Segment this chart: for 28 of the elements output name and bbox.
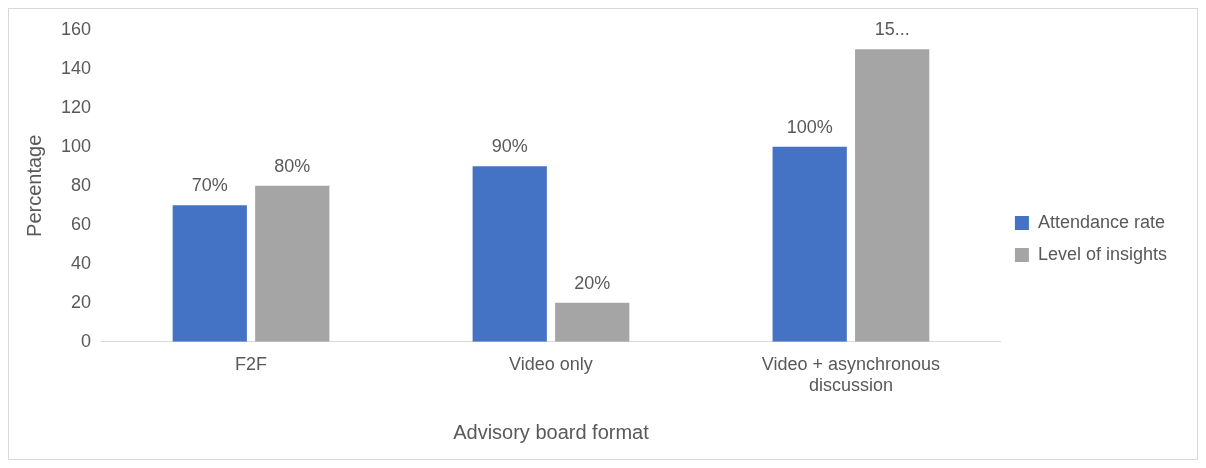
bar [172, 205, 247, 342]
legend-label: Level of insights [1037, 243, 1167, 264]
y-tick-label: 140 [60, 57, 92, 78]
y-tick-label: 100 [60, 135, 92, 156]
y-tick-label: 40 [71, 252, 92, 273]
data-label: 90% [491, 136, 528, 157]
x-tick-label: F2F [235, 353, 268, 374]
y-tick-label: 80 [71, 174, 92, 195]
legend-label: Attendance rate [1037, 211, 1166, 232]
bar [472, 166, 547, 342]
x-tick-label: Video only [509, 353, 593, 374]
y-tick-label: 160 [60, 18, 92, 39]
data-label: 80% [274, 155, 311, 176]
data-label: 70% [191, 175, 228, 196]
bar [555, 302, 630, 342]
data-label: 15... [874, 19, 910, 40]
y-tick-label: 0 [81, 330, 92, 351]
bar [255, 185, 330, 342]
y-tick-label: 60 [71, 213, 92, 234]
bar [855, 49, 930, 342]
data-label: 20% [574, 272, 611, 293]
y-axis-title: Percentage [22, 134, 45, 237]
y-tick-label: 20 [71, 291, 92, 312]
bar [772, 146, 847, 342]
y-tick-label: 120 [60, 96, 92, 117]
data-label: 100% [786, 116, 833, 137]
x-axis-title: Advisory board format [453, 420, 650, 443]
x-tick-label: Video + asynchronous discussion [761, 353, 941, 396]
